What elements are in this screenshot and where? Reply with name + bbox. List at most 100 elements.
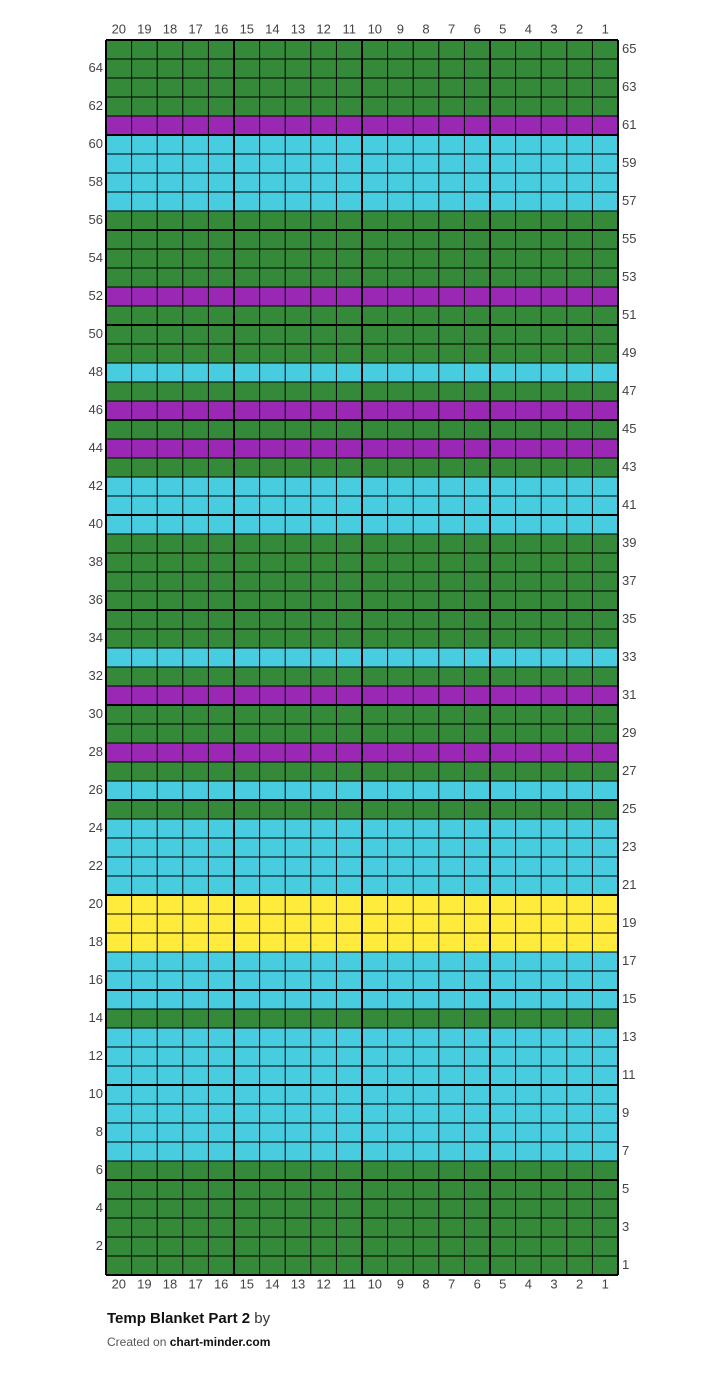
column-number: 3 bbox=[550, 21, 557, 36]
column-number: 15 bbox=[240, 21, 254, 36]
created-text: Created on bbox=[107, 1335, 167, 1349]
column-number: 5 bbox=[499, 1276, 506, 1291]
column-number: 13 bbox=[291, 1276, 305, 1291]
column-number: 1 bbox=[602, 1276, 609, 1291]
row-number: 4 bbox=[96, 1200, 103, 1215]
row-number: 18 bbox=[89, 934, 103, 949]
row-number: 58 bbox=[89, 174, 103, 189]
row-number: 19 bbox=[622, 915, 636, 930]
column-number: 17 bbox=[188, 1276, 202, 1291]
row-number: 2 bbox=[96, 1238, 103, 1253]
column-number: 10 bbox=[368, 21, 382, 36]
row-number: 8 bbox=[96, 1124, 103, 1139]
row-number: 24 bbox=[89, 820, 103, 835]
row-number: 60 bbox=[89, 136, 103, 151]
row-number: 37 bbox=[622, 573, 636, 588]
row-number: 51 bbox=[622, 307, 636, 322]
column-number: 16 bbox=[214, 1276, 228, 1291]
row-number: 10 bbox=[89, 1086, 103, 1101]
column-number: 5 bbox=[499, 21, 506, 36]
column-number: 14 bbox=[265, 21, 279, 36]
row-number: 12 bbox=[89, 1048, 103, 1063]
column-number: 12 bbox=[316, 21, 330, 36]
column-number: 11 bbox=[342, 1276, 356, 1291]
row-number: 47 bbox=[622, 383, 636, 398]
row-number: 49 bbox=[622, 345, 636, 360]
footer: Temp Blanket Part 2 by Created on chart-… bbox=[107, 1310, 270, 1349]
row-number: 46 bbox=[89, 402, 103, 417]
column-number: 19 bbox=[137, 1276, 151, 1291]
knitting-chart: 6564636261605958575655545352515049484746… bbox=[89, 21, 637, 1291]
chart-title: Temp Blanket Part 2 bbox=[107, 1310, 251, 1327]
column-number: 18 bbox=[163, 1276, 177, 1291]
row-number: 56 bbox=[89, 212, 103, 227]
row-number: 44 bbox=[89, 440, 103, 455]
row-number: 30 bbox=[89, 706, 103, 721]
column-number: 15 bbox=[240, 1276, 254, 1291]
row-number: 28 bbox=[89, 744, 103, 759]
by-text: by bbox=[254, 1310, 271, 1327]
row-number: 34 bbox=[89, 630, 103, 645]
row-number: 21 bbox=[622, 877, 636, 892]
row-number: 9 bbox=[622, 1105, 629, 1120]
row-number: 31 bbox=[622, 687, 636, 702]
row-number: 35 bbox=[622, 611, 636, 626]
row-number: 23 bbox=[622, 839, 636, 854]
column-number: 13 bbox=[291, 21, 305, 36]
row-number: 52 bbox=[89, 288, 103, 303]
column-number: 20 bbox=[112, 1276, 126, 1291]
column-number: 8 bbox=[422, 21, 429, 36]
row-number: 45 bbox=[622, 421, 636, 436]
column-number: 9 bbox=[397, 1276, 404, 1291]
row-number: 3 bbox=[622, 1219, 629, 1234]
row-number: 22 bbox=[89, 858, 103, 873]
column-number: 20 bbox=[112, 21, 126, 36]
site-link: chart-minder.com bbox=[169, 1335, 271, 1349]
column-number: 18 bbox=[163, 21, 177, 36]
row-number: 38 bbox=[89, 554, 103, 569]
row-number: 20 bbox=[89, 896, 103, 911]
column-number: 3 bbox=[550, 1276, 557, 1291]
row-number: 6 bbox=[96, 1162, 103, 1177]
row-number: 63 bbox=[622, 79, 636, 94]
row-number: 39 bbox=[622, 535, 636, 550]
row-number: 26 bbox=[89, 782, 103, 797]
row-number: 17 bbox=[622, 953, 636, 968]
row-number: 54 bbox=[89, 250, 103, 265]
row-number: 40 bbox=[89, 516, 103, 531]
row-number: 43 bbox=[622, 459, 636, 474]
column-number: 12 bbox=[316, 1276, 330, 1291]
column-number: 7 bbox=[448, 21, 455, 36]
column-number: 19 bbox=[137, 21, 151, 36]
credit-line: Created on chart-minder.com bbox=[107, 1335, 270, 1349]
row-number: 16 bbox=[89, 972, 103, 987]
column-number: 10 bbox=[368, 1276, 382, 1291]
row-number: 15 bbox=[622, 991, 636, 1006]
row-number: 57 bbox=[622, 193, 636, 208]
row-number: 13 bbox=[622, 1029, 636, 1044]
column-number: 14 bbox=[265, 1276, 279, 1291]
column-number: 17 bbox=[188, 21, 202, 36]
row-number: 33 bbox=[622, 649, 636, 664]
row-number: 42 bbox=[89, 478, 103, 493]
row-number: 25 bbox=[622, 801, 636, 816]
column-number: 7 bbox=[448, 1276, 455, 1291]
row-number: 41 bbox=[622, 497, 636, 512]
row-number: 36 bbox=[89, 592, 103, 607]
row-number: 55 bbox=[622, 231, 636, 246]
row-number: 1 bbox=[622, 1257, 629, 1272]
row-number: 27 bbox=[622, 763, 636, 778]
column-number: 6 bbox=[474, 1276, 481, 1291]
column-number: 2 bbox=[576, 21, 583, 36]
column-number: 9 bbox=[397, 21, 404, 36]
column-number: 1 bbox=[602, 21, 609, 36]
column-number: 6 bbox=[474, 21, 481, 36]
column-number: 4 bbox=[525, 21, 532, 36]
row-number: 65 bbox=[622, 41, 636, 56]
row-number: 14 bbox=[89, 1010, 103, 1025]
row-number: 53 bbox=[622, 269, 636, 284]
column-number: 8 bbox=[422, 1276, 429, 1291]
column-number: 2 bbox=[576, 1276, 583, 1291]
title-line: Temp Blanket Part 2 by bbox=[107, 1310, 270, 1327]
